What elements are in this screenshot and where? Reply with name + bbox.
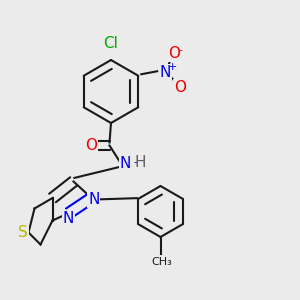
Text: O: O: [85, 138, 98, 153]
Text: -: -: [133, 157, 137, 167]
Text: N: N: [120, 156, 131, 171]
Text: Cl: Cl: [103, 36, 118, 51]
Text: -: -: [179, 45, 183, 55]
Text: H: H: [134, 155, 146, 170]
Text: S: S: [18, 225, 28, 240]
Text: O: O: [174, 80, 186, 95]
Text: CH₃: CH₃: [151, 257, 172, 267]
Text: N: N: [62, 211, 74, 226]
Text: +: +: [167, 62, 177, 72]
Text: N: N: [160, 65, 171, 80]
Text: N: N: [88, 192, 100, 207]
Text: O: O: [168, 46, 180, 61]
